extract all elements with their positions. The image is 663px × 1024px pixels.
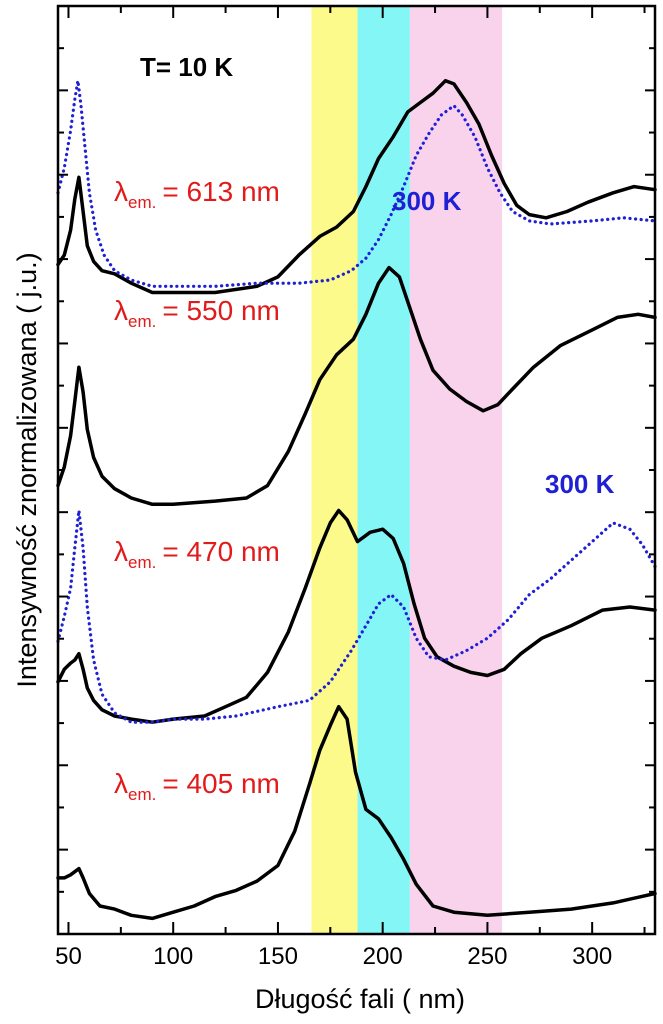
y-ticks (58, 47, 655, 893)
x-ticks: 50 100 150 200 250 300 (55, 6, 646, 970)
x-tick-label-250: 250 (467, 943, 507, 970)
lambda-subscript: em. (128, 193, 156, 212)
emission-value: = 470 nm (162, 536, 280, 567)
lambda-symbol: λ (114, 295, 128, 326)
x-tick-label-150: 150 (258, 943, 298, 970)
series-line-4 (56, 508, 657, 724)
lambda-subscript: em. (128, 785, 156, 804)
lambda-symbol: λ (114, 768, 128, 799)
band-pink (409, 6, 503, 934)
series-line-0 (56, 78, 657, 295)
x-tick-label-300: 300 (572, 943, 612, 970)
lambda-subscript: em. (128, 553, 156, 572)
x-tick-label-200: 200 (363, 943, 403, 970)
series-layer (56, 78, 657, 921)
emission-value: = 405 nm (162, 768, 280, 799)
band-cyan (357, 6, 410, 934)
emission-label-550: λem. = 550 nm (114, 295, 280, 331)
emission-value: = 550 nm (162, 295, 280, 326)
x-tick-label-50: 50 (55, 943, 82, 970)
lambda-symbol: λ (114, 536, 128, 567)
temperature-label: T= 10 K (140, 52, 233, 82)
x-tick-label-100: 100 (153, 943, 193, 970)
room-temp-label-top: 300 K (392, 186, 462, 216)
series-line-2 (56, 265, 657, 507)
band-yellow (311, 6, 358, 934)
emission-label-405: λem. = 405 nm (114, 768, 280, 804)
emission-value: = 613 nm (162, 176, 280, 207)
y-axis-title: Intensywność znormalizowana ( j.u.) (12, 252, 42, 687)
series-line-3 (56, 508, 657, 724)
emission-label-613: λem. = 613 nm (114, 176, 280, 212)
lambda-symbol: λ (114, 176, 128, 207)
emission-label-470: λem. = 470 nm (114, 536, 280, 572)
series-line-5 (56, 704, 657, 921)
x-axis-title: Długość fali ( nm) (255, 984, 465, 1014)
lambda-subscript: em. (128, 312, 156, 331)
room-temp-label-mid: 300 K (545, 469, 615, 499)
